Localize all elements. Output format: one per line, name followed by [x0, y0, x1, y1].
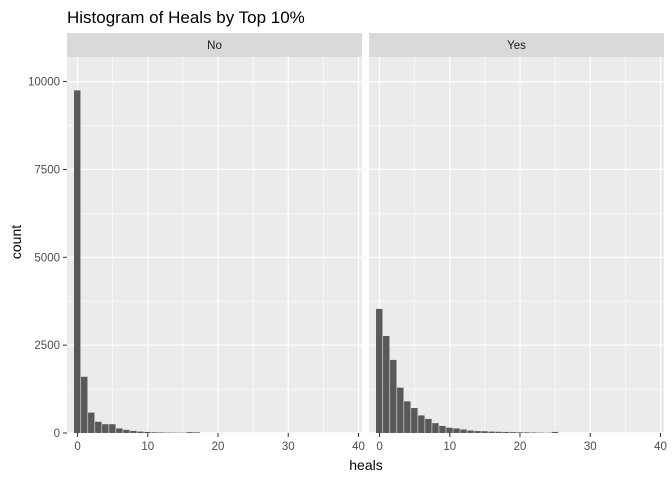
x-tick-label: 20 [514, 441, 527, 453]
x-tick-label: 0 [74, 441, 80, 453]
histogram-bar [502, 431, 509, 433]
histogram-bar [509, 432, 516, 433]
histogram-bar [116, 428, 123, 433]
histogram-bar [411, 408, 418, 433]
facet-strip-label: Yes [507, 40, 526, 52]
histogram-bar [158, 432, 165, 433]
y-tick-label: 2500 [34, 340, 60, 352]
histogram-bar [102, 424, 109, 433]
histogram-bar [151, 432, 158, 433]
histogram-bar [130, 430, 137, 433]
histogram-bar [397, 387, 404, 433]
histogram-bar [144, 431, 151, 433]
histogram-bar [95, 421, 102, 433]
x-axis-title: heals [349, 457, 382, 473]
histogram-bar [193, 432, 200, 433]
histogram-bar [551, 431, 559, 433]
facet-panel-no: No 0 10 20 30 40 [67, 33, 365, 453]
x-tick-label: 0 [376, 441, 382, 453]
histogram-bar [432, 423, 439, 433]
chart-title: Histogram of Heals by Top 10% [67, 8, 305, 27]
histogram-bar [530, 432, 537, 433]
histogram-bar [109, 424, 116, 433]
y-tick-label: 0 [54, 428, 60, 440]
histogram-bar [425, 418, 432, 433]
histogram-bar [418, 415, 425, 433]
histogram-bar [383, 336, 390, 433]
x-tick-label: 10 [141, 441, 154, 453]
histogram-bar [81, 376, 88, 433]
x-tick-label: 10 [443, 441, 456, 453]
histogram-bar [446, 427, 453, 433]
histogram-bar [390, 359, 397, 433]
y-tick-label: 7500 [34, 164, 60, 176]
histogram-bar [404, 401, 411, 433]
x-tick-label: 30 [282, 441, 295, 453]
histogram-bar [137, 431, 144, 433]
facet-strip-label: No [207, 40, 222, 52]
panel-background [67, 57, 362, 433]
histogram-bar [474, 431, 481, 433]
panel-background [369, 57, 664, 433]
x-tick-label: 40 [352, 441, 365, 453]
x-tick-label: 30 [584, 441, 597, 453]
histogram-bar [88, 412, 95, 433]
histogram-bar [453, 428, 460, 433]
histogram-bar [460, 429, 467, 433]
histogram-bar [186, 432, 193, 433]
histogram-bar [439, 425, 446, 433]
histogram-bar [467, 430, 474, 433]
y-tick-label: 10000 [28, 77, 60, 89]
facet-strip [67, 33, 362, 57]
histogram-bar [481, 431, 488, 433]
x-tick-label: 40 [654, 441, 667, 453]
facet-strip [369, 33, 664, 57]
histogram-bar [376, 308, 383, 433]
x-tick-label: 20 [212, 441, 225, 453]
y-axis-title: count [8, 225, 24, 259]
y-axis-ticks: 0 2500 5000 7500 10000 [28, 77, 67, 440]
y-tick-label: 5000 [34, 252, 60, 264]
histogram-bar [123, 429, 130, 433]
histogram-bar [523, 432, 530, 433]
histogram-bar [488, 431, 495, 433]
histogram-bar [74, 90, 81, 433]
histogram-bar [516, 432, 523, 433]
histogram-bar [495, 431, 502, 433]
facet-panel-yes: Yes 0 10 20 30 40 [369, 33, 667, 453]
facet-panels: No 0 10 20 30 40 Yes 0 10 20 30 40 [67, 33, 667, 453]
